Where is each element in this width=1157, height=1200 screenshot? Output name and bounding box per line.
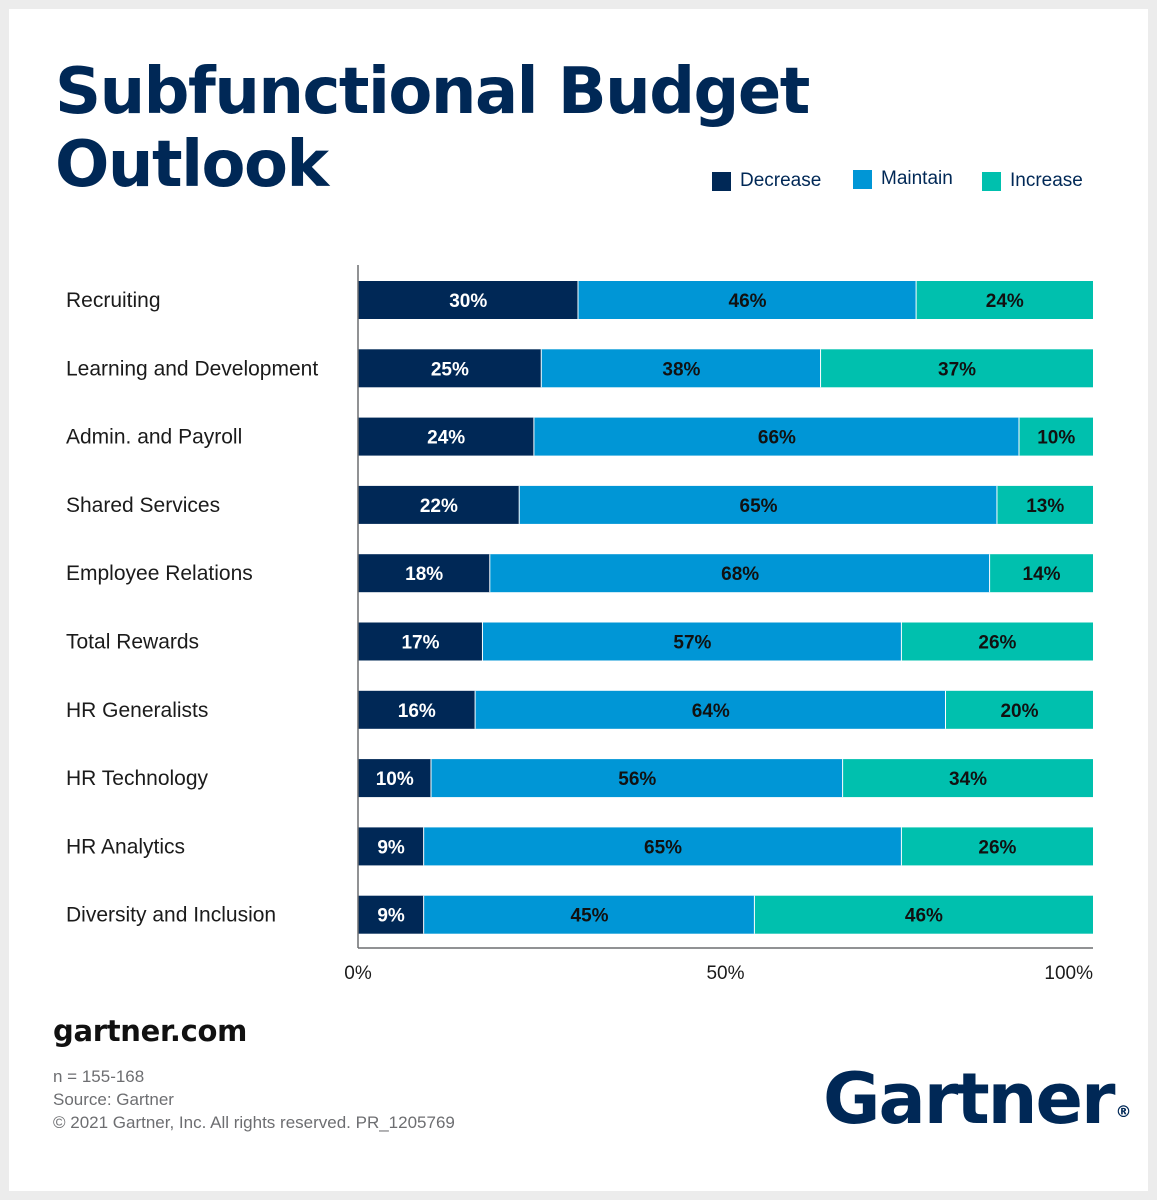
category-label: Shared Services: [66, 494, 220, 517]
category-label: HR Technology: [66, 767, 209, 790]
bar-segment-maintain: [475, 690, 946, 729]
category-label: Recruiting: [66, 289, 161, 312]
data-label: 26%: [978, 837, 1016, 858]
bar-segment-maintain: [519, 485, 998, 524]
gartner-logo: Gartner ®: [823, 1058, 1132, 1140]
infographic-card: [9, 9, 1148, 1191]
bar-segment-decrease: [358, 759, 432, 798]
data-label: 9%: [377, 906, 405, 927]
data-label: 16%: [398, 701, 436, 722]
data-label: 26%: [978, 633, 1016, 654]
data-label: 66%: [758, 428, 796, 449]
data-label: 37%: [938, 359, 976, 380]
bar-segment-increase: [990, 554, 1093, 593]
data-label: 65%: [644, 837, 682, 858]
x-tick-label: 100%: [1044, 963, 1093, 984]
bar-segment-maintain: [431, 759, 844, 798]
data-label: 57%: [673, 633, 711, 654]
data-label: 46%: [905, 906, 943, 927]
data-label: 46%: [729, 291, 767, 312]
bar-segment-maintain: [490, 554, 991, 593]
stacked-bar-chart: Recruiting 30% 46% 24% Learning and Developm…: [66, 265, 1093, 984]
data-label: 10%: [1037, 428, 1075, 449]
bar-segment-decrease: [358, 554, 491, 593]
bar-segment-decrease: [358, 417, 535, 456]
data-label: 20%: [1000, 701, 1038, 722]
data-label: 13%: [1026, 496, 1064, 517]
bar-segment-decrease: [358, 690, 476, 729]
data-label: 24%: [427, 428, 465, 449]
legend-label-increase: Increase: [1010, 170, 1083, 191]
legend-item-decrease: Decrease: [712, 170, 821, 192]
category-label: HR Generalists: [66, 699, 208, 722]
bar-segment-increase: [843, 759, 1093, 798]
bar-segment-decrease: [358, 827, 425, 866]
data-label: 68%: [721, 564, 759, 585]
page-title: Subfunctional Budget Outlook: [55, 55, 810, 202]
category-label: Diversity and Inclusion: [66, 904, 276, 927]
x-tick-label: 0%: [344, 963, 372, 984]
data-label: 30%: [449, 291, 487, 312]
category-label: Employee Relations: [66, 562, 253, 585]
category-label: Admin. and Payroll: [66, 426, 242, 449]
sample-size-note: n = 155-168: [53, 1067, 145, 1086]
legend-swatch-decrease: [712, 171, 731, 191]
logo-wordmark: Gartner: [823, 1058, 1116, 1140]
bar-segment-increase: [901, 827, 1093, 866]
title-line-1: Subfunctional Budget: [55, 55, 810, 129]
data-label: 10%: [376, 769, 414, 790]
copyright-note: © 2021 Gartner, Inc. All rights reserved…: [53, 1113, 455, 1132]
footnotes: n = 155-168 Source: Gartner © 2021 Gartn…: [53, 1065, 455, 1134]
data-label: 24%: [986, 291, 1024, 312]
source-note: Source: Gartner: [53, 1090, 174, 1109]
category-label: Learning and Development: [66, 357, 318, 380]
bar-segment-maintain: [534, 417, 1020, 456]
bar-segment-increase: [821, 349, 1093, 388]
legend-item-maintain: Maintain: [853, 168, 953, 190]
legend-item-increase: Increase: [982, 170, 1083, 192]
category-label: HR Analytics: [66, 835, 185, 858]
data-label: 45%: [571, 906, 609, 927]
bar-segment-decrease: [358, 349, 542, 388]
data-label: 56%: [618, 769, 656, 790]
legend-label-decrease: Decrease: [740, 170, 822, 191]
bar-segment-increase: [946, 690, 1093, 729]
data-label: 34%: [949, 769, 987, 790]
data-label: 18%: [405, 564, 443, 585]
bar-segment-increase: [916, 281, 1093, 319]
bar-segment-increase: [997, 485, 1093, 524]
bar-segment-increase: [754, 895, 1093, 934]
data-label: 14%: [1023, 564, 1061, 585]
registered-mark: ®: [1115, 1102, 1132, 1121]
bar-segment-decrease: [358, 622, 483, 661]
data-label: 64%: [692, 701, 730, 722]
bar-segment-decrease: [358, 485, 520, 524]
legend-label-maintain: Maintain: [881, 168, 953, 189]
bar-segment-maintain: [482, 622, 902, 661]
data-label: 25%: [431, 359, 469, 380]
legend-swatch-increase: [982, 171, 1001, 191]
data-label: 9%: [377, 837, 405, 858]
bar-segment-maintain: [578, 281, 917, 319]
bar-segment-maintain: [424, 827, 902, 866]
legend-swatch-maintain: [853, 169, 872, 189]
bar-segment-maintain: [541, 349, 822, 388]
data-label: 38%: [662, 359, 700, 380]
title-line-2: Outlook: [55, 128, 329, 202]
bar-segment-maintain: [424, 895, 755, 934]
category-label: Total Rewards: [66, 631, 199, 654]
bar-segment-increase: [901, 622, 1093, 661]
website-link[interactable]: gartner.com: [53, 1014, 248, 1048]
data-label: 17%: [401, 633, 439, 654]
data-label: 22%: [420, 496, 458, 517]
bar-segment-increase: [1019, 417, 1093, 456]
x-tick-label: 50%: [706, 963, 744, 984]
bar-segment-decrease: [358, 895, 425, 934]
data-label: 65%: [740, 496, 778, 517]
bar-segment-decrease: [358, 281, 579, 319]
